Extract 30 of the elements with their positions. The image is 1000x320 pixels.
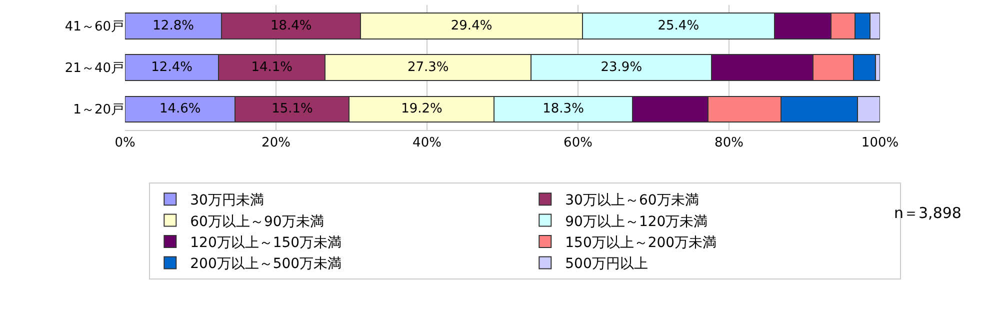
data-label: 18.3% — [542, 102, 584, 117]
data-label: 25.4% — [658, 18, 700, 34]
legend-label: 150万以上～200万未満 — [565, 234, 717, 251]
legend-label: 500万円以上 — [565, 256, 648, 272]
legend-label: 30万円未満 — [190, 192, 264, 209]
x-tick-label: 20% — [262, 136, 290, 151]
y-tick-label: 41～60戸 — [64, 19, 124, 34]
x-tick-label: 80% — [714, 136, 744, 151]
legend-label: 90万以上～120万未満 — [565, 214, 708, 230]
x-tick-label: 0% — [114, 136, 136, 151]
x-tick-label: 100% — [861, 136, 899, 151]
legend-label: 200万以上～500万未満 — [190, 256, 342, 272]
legend-label: 60万以上～90万未満 — [190, 214, 324, 230]
data-label: 12.4% — [151, 60, 192, 75]
data-label: 27.3% — [407, 60, 449, 75]
data-label: 19.2% — [401, 102, 442, 117]
data-label: 23.9% — [600, 60, 642, 75]
y-tick-label: 21～40戸 — [64, 61, 124, 76]
text: n＝3,898 — [894, 204, 962, 222]
data-label: 14.6% — [159, 102, 201, 117]
x-tick-label: 60% — [564, 136, 592, 151]
legend-label: 120万以上～150万未満 — [190, 234, 342, 251]
legend-label: 30万以上～60万未満 — [565, 192, 699, 209]
data-label: 18.4% — [270, 18, 312, 34]
x-tick-label: 40% — [412, 136, 442, 151]
data-label: 14.1% — [251, 60, 293, 75]
data-label: 15.1% — [272, 102, 313, 117]
data-label: 12.8% — [152, 18, 194, 34]
y-tick-label: 1～20戸 — [73, 102, 124, 118]
data-label: 29.4% — [450, 18, 492, 34]
